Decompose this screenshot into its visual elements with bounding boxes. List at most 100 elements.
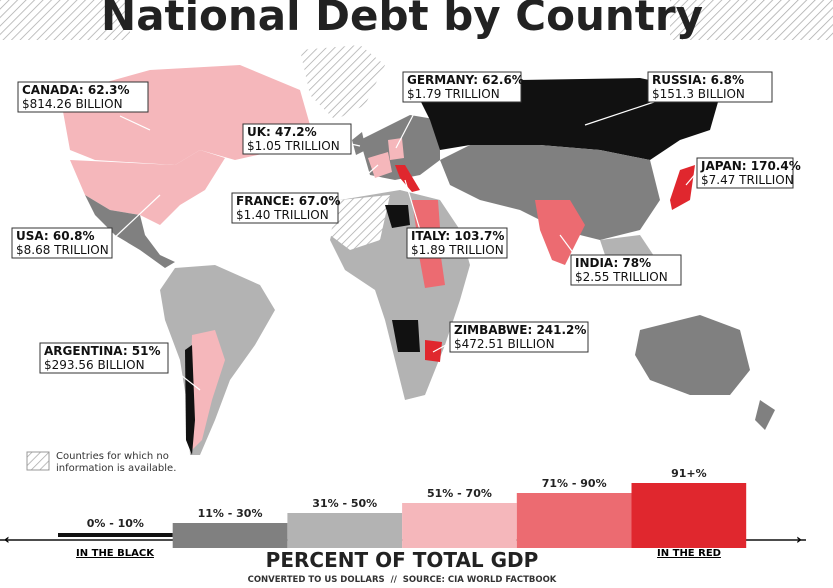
leader	[350, 143, 361, 147]
legend-label: 0% - 10%	[87, 517, 144, 530]
leader	[167, 364, 201, 391]
callout: ARGENTINA: 51%$293.56 BILLION	[39, 342, 169, 374]
callout-amount: $1.89 TRILLION	[411, 243, 504, 257]
zimbabwe	[425, 340, 442, 362]
legend-title: PERCENT OF TOTAL GDP	[266, 548, 539, 572]
callout-box	[17, 81, 149, 113]
callout-amount: $151.3 BILLION	[652, 87, 745, 101]
callout-name: FRANCE: 67.0%	[236, 194, 340, 208]
chile	[185, 345, 195, 455]
callout-amount: $2.55 TRILLION	[575, 270, 668, 284]
no-info-note: Countries for which no information is av…	[26, 451, 176, 474]
egypt	[412, 200, 440, 228]
callout-amount: $293.56 BILLION	[44, 358, 145, 372]
greenland	[300, 45, 385, 120]
callout: ZIMBABWE: 241.2%$472.51 BILLION	[449, 321, 589, 353]
low-label: IN THE BLACK	[76, 548, 155, 559]
callout-box	[39, 342, 169, 374]
title-backdrop	[130, 0, 670, 40]
leader	[584, 99, 661, 126]
callout: JAPAN: 170.4%$7.47 TRILLION	[696, 157, 801, 189]
callout-name: ZIMBABWE: 241.2%	[454, 323, 586, 337]
callout-amount: $7.47 TRILLION	[701, 173, 794, 187]
note-line: Countries for which no	[56, 451, 169, 462]
france	[368, 152, 392, 178]
legend-label: 51% - 70%	[427, 487, 492, 500]
usa	[70, 150, 225, 225]
callout-name: INDIA: 78%	[575, 256, 651, 270]
callout-name: ARGENTINA: 51%	[44, 344, 161, 358]
callout: RUSSIA: 6.8%$151.3 BILLION	[647, 71, 773, 103]
legend-label: 31% - 50%	[312, 497, 377, 510]
leader	[111, 194, 161, 241]
legend: ‹ › IN THE BLACK IN THE RED PERCENT OF T…	[0, 467, 806, 585]
north-africa	[330, 195, 390, 250]
italy	[395, 165, 420, 192]
uk	[352, 132, 366, 155]
callout: INDIA: 78%$2.55 TRILLION	[570, 254, 682, 286]
callout: ITALY: 103.7%$1.89 TRILLION	[406, 227, 508, 259]
callouts: CANADA: 62.3%$814.26 BILLION GERMANY: 62.…	[11, 71, 801, 374]
callout-box	[406, 227, 508, 259]
leader	[685, 171, 698, 186]
callout-amount: $1.05 TRILLION	[247, 139, 340, 153]
callout-box	[231, 192, 339, 224]
asia	[440, 145, 660, 240]
callout-name: JAPAN: 170.4%	[700, 159, 801, 173]
argentina	[190, 330, 225, 450]
callout: UK: 47.2%$1.05 TRILLION	[242, 123, 352, 155]
callout-amount: $472.51 BILLION	[454, 337, 555, 351]
callout-box	[449, 321, 589, 353]
callout: FRANCE: 67.0%$1.40 TRILLION	[231, 192, 340, 224]
callout-box	[696, 157, 794, 189]
india	[535, 200, 585, 265]
callout-amount: $1.40 TRILLION	[236, 208, 329, 222]
note-line: information is available.	[56, 463, 176, 474]
world-map	[60, 45, 775, 455]
hatch-swatch	[26, 451, 50, 471]
leader-lines	[111, 99, 698, 391]
title: National Debt by Country	[101, 0, 703, 40]
arrow-right: ›	[796, 532, 802, 548]
legend-swatch	[287, 513, 403, 548]
callout-box	[647, 71, 773, 103]
legend-swatch	[402, 503, 517, 548]
callout-box	[242, 123, 352, 155]
leader	[337, 164, 379, 201]
high-label: IN THE RED	[657, 548, 721, 559]
legend-swatch	[516, 493, 632, 548]
arrow-left: ‹	[4, 532, 10, 548]
leader	[119, 115, 151, 131]
legend-swatch	[631, 483, 747, 548]
legend-swatch	[58, 533, 173, 537]
callout-box	[11, 227, 113, 259]
callout: GERMANY: 62.6%$1.79 TRILLION	[402, 71, 524, 103]
callout-name: ITALY: 103.7%	[411, 229, 504, 243]
mexico	[85, 195, 175, 268]
callout-amount: $814.26 BILLION	[22, 97, 123, 111]
sudan	[418, 250, 445, 288]
source: CONVERTED TO US DOLLARS // SOURCE: CIA W…	[248, 575, 557, 585]
callout: CANADA: 62.3%$814.26 BILLION	[17, 81, 149, 113]
angola	[392, 320, 420, 352]
legend-swatch	[172, 523, 288, 548]
callout-name: GERMANY: 62.6%	[407, 73, 524, 87]
callout-name: USA: 60.8%	[16, 229, 95, 243]
australia	[635, 315, 750, 395]
new-zealand	[755, 400, 775, 430]
callout-name: CANADA: 62.3%	[22, 83, 130, 97]
callout: USA: 60.8%$8.68 TRILLION	[11, 227, 113, 259]
leader	[395, 101, 421, 149]
callout-amount: $8.68 TRILLION	[16, 243, 109, 257]
callout-name: RUSSIA: 6.8%	[652, 73, 744, 87]
germany	[388, 138, 404, 160]
callout-box	[570, 254, 682, 286]
legend-label: 91+%	[671, 467, 707, 480]
legend-label: 11% - 30%	[198, 507, 263, 520]
japan	[670, 165, 695, 210]
libya	[385, 205, 410, 228]
callout-box	[402, 71, 522, 103]
leader	[404, 179, 421, 231]
callout-name: UK: 47.2%	[247, 125, 317, 139]
